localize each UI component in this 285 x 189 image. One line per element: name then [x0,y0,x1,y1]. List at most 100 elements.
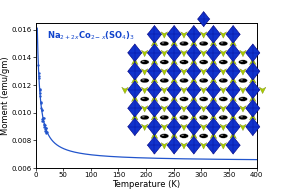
Polygon shape [200,143,207,149]
Polygon shape [190,77,197,83]
Ellipse shape [162,135,164,136]
Polygon shape [161,143,168,149]
Polygon shape [151,40,158,46]
Polygon shape [240,124,246,131]
Ellipse shape [201,79,203,81]
Ellipse shape [221,42,223,44]
Point [36,63,41,66]
Point [37,77,42,80]
Polygon shape [240,87,246,94]
Polygon shape [147,136,162,154]
Polygon shape [141,50,148,57]
Polygon shape [161,124,168,131]
Ellipse shape [219,115,228,120]
Point [44,131,49,134]
Polygon shape [226,44,240,62]
Polygon shape [128,118,142,136]
Polygon shape [249,77,256,83]
Polygon shape [167,81,181,99]
Polygon shape [190,95,197,101]
Polygon shape [226,118,240,136]
Polygon shape [147,118,162,136]
Polygon shape [206,44,221,62]
Point [41,120,45,123]
Ellipse shape [162,61,164,62]
Point [40,117,45,120]
Polygon shape [167,136,181,154]
Polygon shape [122,87,128,94]
Polygon shape [187,26,201,43]
Polygon shape [181,143,187,149]
Ellipse shape [240,61,243,62]
Polygon shape [226,26,240,43]
Ellipse shape [160,97,169,101]
Ellipse shape [180,115,188,120]
Polygon shape [181,69,187,75]
Ellipse shape [199,134,208,138]
Polygon shape [190,40,197,46]
Polygon shape [200,106,207,112]
Polygon shape [131,95,138,101]
Polygon shape [220,32,227,38]
Polygon shape [210,114,217,120]
Ellipse shape [240,116,243,118]
Point [37,87,42,90]
Ellipse shape [180,60,188,64]
Ellipse shape [162,79,164,81]
Polygon shape [151,114,158,120]
Polygon shape [181,124,187,131]
Polygon shape [161,69,168,75]
Ellipse shape [199,78,208,83]
Polygon shape [230,114,237,120]
Polygon shape [171,40,178,46]
Ellipse shape [219,134,228,138]
Polygon shape [181,87,187,94]
Polygon shape [246,99,260,117]
Ellipse shape [201,42,203,44]
Polygon shape [131,77,138,83]
Polygon shape [187,118,201,136]
Polygon shape [240,106,246,112]
Ellipse shape [140,115,149,120]
Point [38,102,43,105]
Ellipse shape [199,60,208,64]
Polygon shape [181,50,187,57]
Point [41,122,46,125]
Polygon shape [147,62,162,80]
Polygon shape [210,58,217,65]
Ellipse shape [219,60,228,64]
Polygon shape [240,50,246,57]
Polygon shape [206,118,221,136]
Ellipse shape [140,78,149,83]
Ellipse shape [162,42,164,44]
Polygon shape [220,143,227,149]
Polygon shape [190,132,197,139]
Polygon shape [226,62,240,80]
Ellipse shape [240,79,243,81]
Ellipse shape [221,135,223,136]
Polygon shape [246,118,260,136]
Polygon shape [128,44,142,62]
Polygon shape [230,77,237,83]
Y-axis label: Moment (emu/gm): Moment (emu/gm) [1,56,10,135]
Polygon shape [246,81,260,99]
Point [38,88,42,91]
Polygon shape [171,132,178,139]
Ellipse shape [181,135,184,136]
Ellipse shape [221,98,223,99]
Point [39,107,44,110]
Ellipse shape [240,98,243,99]
Ellipse shape [239,60,247,64]
Polygon shape [230,40,237,46]
Polygon shape [141,87,148,94]
Polygon shape [171,95,178,101]
Polygon shape [151,95,158,101]
Polygon shape [161,106,168,112]
X-axis label: Temperature (K): Temperature (K) [112,180,180,189]
Point [44,131,48,134]
Ellipse shape [239,97,247,101]
Polygon shape [190,58,197,65]
Ellipse shape [199,115,208,120]
Ellipse shape [181,98,184,99]
Point [40,118,44,121]
